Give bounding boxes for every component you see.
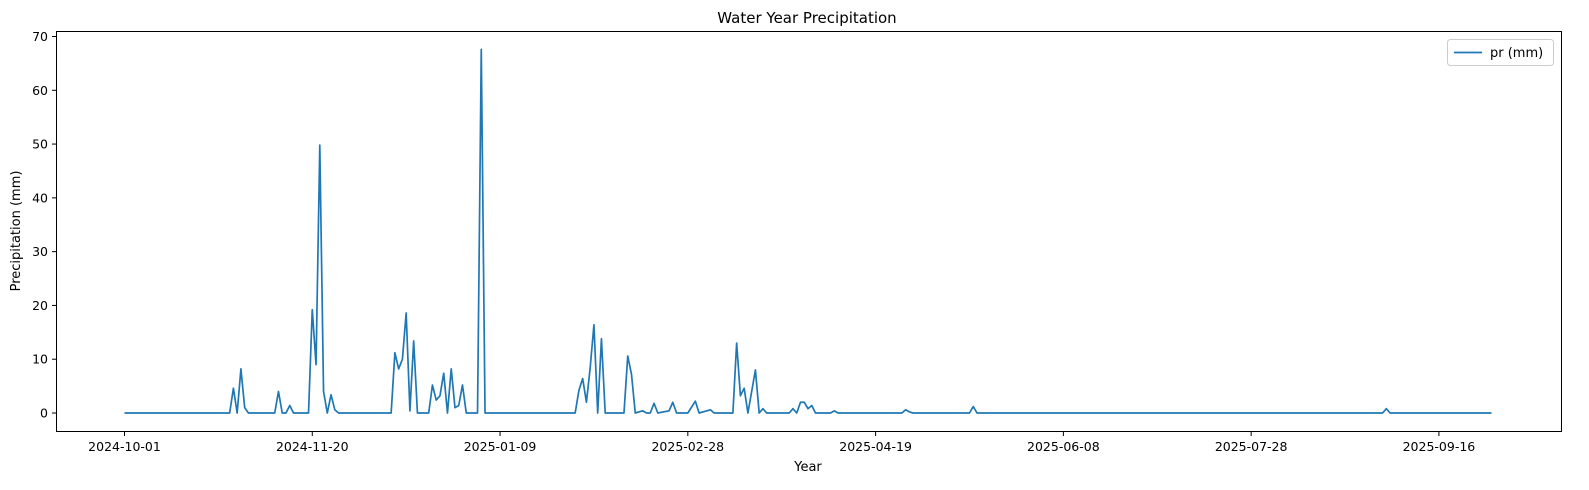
axes-frame: [56, 31, 1562, 432]
y-tick-label: 40: [32, 190, 48, 205]
x-axis: 2024-10-01 2024-11-20 2025-01-09 2025-02-28…: [88, 431, 1476, 454]
x-tick-label: 2024-10-01: [88, 439, 161, 454]
y-tick-label: 20: [32, 298, 48, 313]
series-line-pr: [124, 48, 1492, 414]
y-tick-label: 10: [32, 352, 48, 367]
chart-title: Water Year Precipitation: [717, 9, 896, 27]
y-tick-label: 60: [32, 83, 48, 98]
y-tick-label: 0: [40, 406, 48, 421]
x-axis-label: Year: [793, 460, 822, 475]
y-tick-label: 70: [32, 29, 48, 44]
y-axis: 0 10 20 30 40 50 60 70: [32, 29, 57, 421]
x-tick-label: 2025-04-19: [839, 439, 912, 454]
legend-box: [1447, 39, 1554, 66]
y-tick-label: 50: [32, 137, 48, 152]
x-tick-label: 2025-01-09: [464, 439, 537, 454]
plot-area: [124, 48, 1492, 414]
legend: pr (mm): [1447, 39, 1554, 66]
x-tick-label: 2025-09-16: [1403, 439, 1476, 454]
legend-label: pr (mm): [1490, 46, 1543, 61]
y-tick-label: 30: [32, 244, 48, 259]
x-tick-label: 2025-02-28: [651, 439, 724, 454]
y-axis-label: Precipitation (mm): [9, 171, 24, 292]
x-tick-label: 2025-06-08: [1027, 439, 1100, 454]
x-tick-label: 2024-11-20: [276, 439, 349, 454]
x-tick-label: 2025-07-28: [1215, 439, 1288, 454]
